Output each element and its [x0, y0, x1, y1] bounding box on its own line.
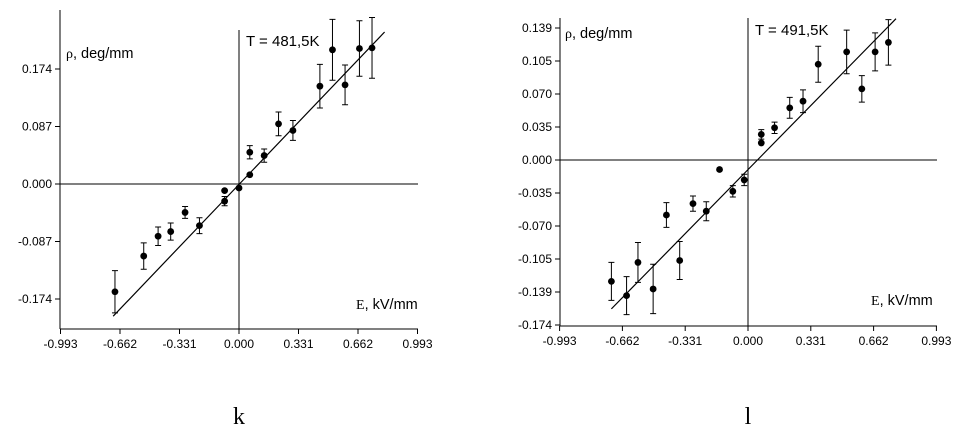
data-point	[221, 187, 229, 195]
data-point	[167, 228, 175, 235]
data-point	[289, 127, 297, 134]
y-tick-label: -0.087	[18, 235, 52, 249]
data-point	[814, 60, 822, 68]
data-point	[623, 292, 630, 300]
y-tick-label: 0.087	[22, 120, 52, 134]
data-point	[884, 39, 892, 46]
data-point	[154, 232, 162, 240]
data-point	[140, 252, 148, 260]
y-tick-label: 0.139	[522, 21, 552, 35]
y-tick-label: 0.174	[22, 62, 52, 76]
y-tick-label: 0.070	[522, 87, 552, 101]
data-point	[871, 48, 879, 56]
data-point	[246, 148, 254, 156]
y-tick-label: -0.174	[18, 292, 52, 306]
data-point	[275, 120, 282, 128]
data-point	[356, 45, 363, 52]
data-point	[676, 257, 684, 264]
data-point	[663, 211, 670, 219]
y-tick-label: -0.035	[518, 186, 552, 200]
y-tick-label: 0.000	[22, 177, 52, 191]
x-tick-label: 0.993	[402, 337, 432, 351]
panel-k: ρ, deg/mm E, kV/mm T = 481,5K k -0.993 -0…	[18, 10, 433, 430]
x-tick-label: 0.662	[859, 334, 889, 348]
x-tick-label: -0.331	[162, 337, 196, 351]
data-point	[246, 171, 254, 179]
data-point	[111, 288, 119, 296]
x-tick-label: -0.993	[43, 337, 77, 351]
x-tick-label: -0.331	[668, 334, 702, 348]
x-tick-label: -0.662	[103, 337, 137, 351]
data-point	[316, 82, 324, 90]
data-point	[757, 130, 765, 138]
y-tick-label: -0.105	[518, 252, 552, 266]
x-tick-label: 0.000	[224, 337, 254, 351]
x-axis-label: E, kV/mm	[356, 297, 418, 313]
data-point	[329, 46, 336, 54]
x-tick-label: -0.662	[605, 334, 639, 348]
temperature-annotation: T = 481,5K	[246, 33, 320, 50]
data-point	[771, 124, 778, 132]
panel-l: ρ, deg/mm E, kV/mm T = 491,5K l -0.993 -0…	[518, 18, 952, 430]
data-point	[858, 85, 866, 93]
data-point	[689, 200, 697, 208]
fit-line	[610, 18, 897, 310]
x-tick-label: 0.331	[283, 337, 313, 351]
data-point	[702, 207, 710, 215]
x-tick-label: 0.993	[921, 334, 951, 348]
data-point	[235, 184, 243, 192]
data-point	[786, 104, 794, 112]
y-tick-label: -0.174	[518, 318, 552, 332]
data-point	[221, 197, 229, 205]
data-point	[649, 285, 657, 293]
data-point	[607, 277, 615, 285]
y-tick-label: -0.070	[518, 219, 552, 233]
data-point	[341, 81, 349, 89]
x-axis-label: E, kV/mm	[871, 293, 933, 309]
panel-label: k	[233, 404, 245, 430]
data-point	[634, 259, 642, 266]
data-point	[740, 176, 748, 184]
y-tick-label: 0.105	[522, 54, 552, 68]
y-tick-label: 0.035	[522, 120, 552, 134]
x-tick-label: 0.662	[343, 337, 373, 351]
y-tick-label: -0.139	[518, 285, 552, 299]
data-point	[260, 152, 268, 159]
data-point	[843, 48, 851, 56]
y-tick-label: 0.000	[522, 153, 552, 167]
data-point	[181, 209, 189, 216]
panel-label: l	[745, 404, 752, 430]
data-point	[729, 187, 737, 195]
y-axis-label: ρ, deg/mm	[66, 46, 133, 62]
data-point	[196, 222, 203, 230]
x-tick-label: -0.993	[543, 334, 577, 348]
data-point	[757, 139, 765, 147]
temperature-annotation: T = 491,5K	[755, 22, 829, 39]
x-tick-label: 0.000	[733, 334, 763, 348]
data-point	[368, 44, 376, 52]
data-point	[799, 97, 807, 105]
y-axis-label: ρ, deg/mm	[565, 26, 632, 42]
x-tick-label: 0.331	[796, 334, 826, 348]
data-point	[716, 166, 723, 173]
